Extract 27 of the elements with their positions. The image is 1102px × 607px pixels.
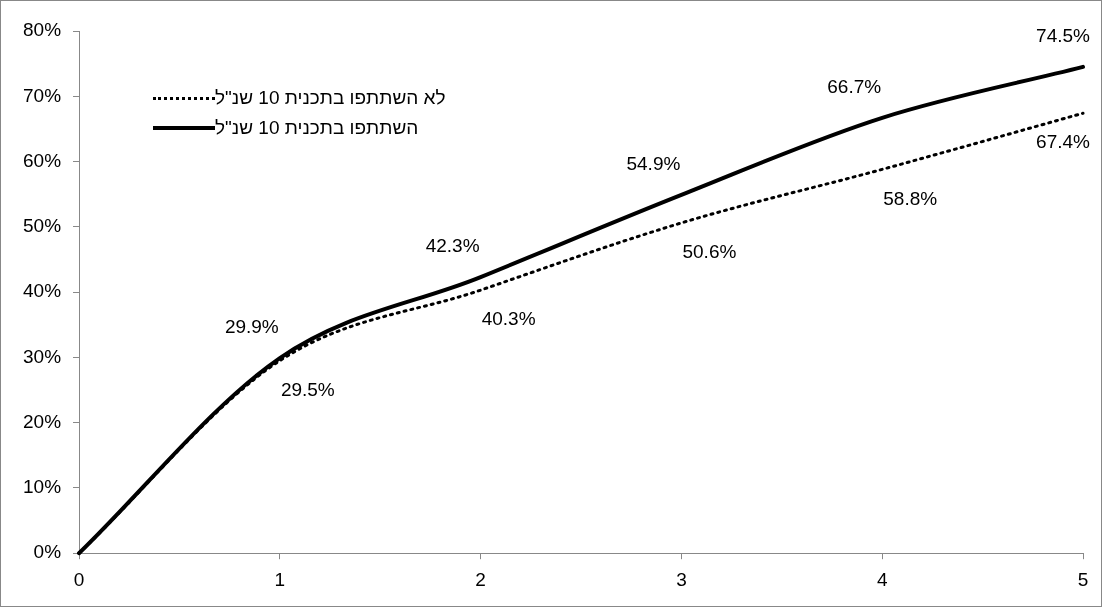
- y-tick-label: 20%: [23, 410, 62, 432]
- data-label: 42.3%: [425, 235, 480, 257]
- y-tick-label: 30%: [23, 345, 62, 367]
- y-tick-label: 10%: [23, 476, 62, 498]
- y-tick-label: 40%: [23, 280, 62, 302]
- data-label: 29.9%: [224, 316, 279, 338]
- data-label: 58.8%: [883, 187, 938, 209]
- x-tick-label: 2: [475, 568, 486, 590]
- legend-label: לא השתתפו בתכנית 10 שנ"ל: [215, 87, 446, 109]
- x-tick-label: 0: [73, 568, 85, 590]
- data-label: 54.9%: [626, 153, 681, 175]
- x-tick-label: 4: [876, 568, 888, 590]
- data-label: 67.4%: [1036, 131, 1091, 153]
- y-tick-label: 0%: [33, 541, 62, 563]
- data-label: 40.3%: [481, 308, 536, 330]
- data-label: 66.7%: [827, 76, 882, 98]
- data-label: 29.5%: [280, 378, 335, 400]
- y-tick-label: 50%: [23, 215, 62, 237]
- data-label: 74.5%: [1036, 25, 1091, 47]
- y-tick-label: 80%: [23, 19, 62, 41]
- y-tick-label: 60%: [23, 149, 62, 171]
- x-tick-label: 1: [274, 568, 286, 590]
- x-tick-label: 5: [1077, 568, 1089, 590]
- legend-label: השתתפו בתכנית 10 שנ"ל: [215, 117, 419, 139]
- data-label: 50.6%: [682, 241, 737, 263]
- x-tick-label: 3: [676, 568, 687, 590]
- y-tick-label: 70%: [23, 84, 62, 106]
